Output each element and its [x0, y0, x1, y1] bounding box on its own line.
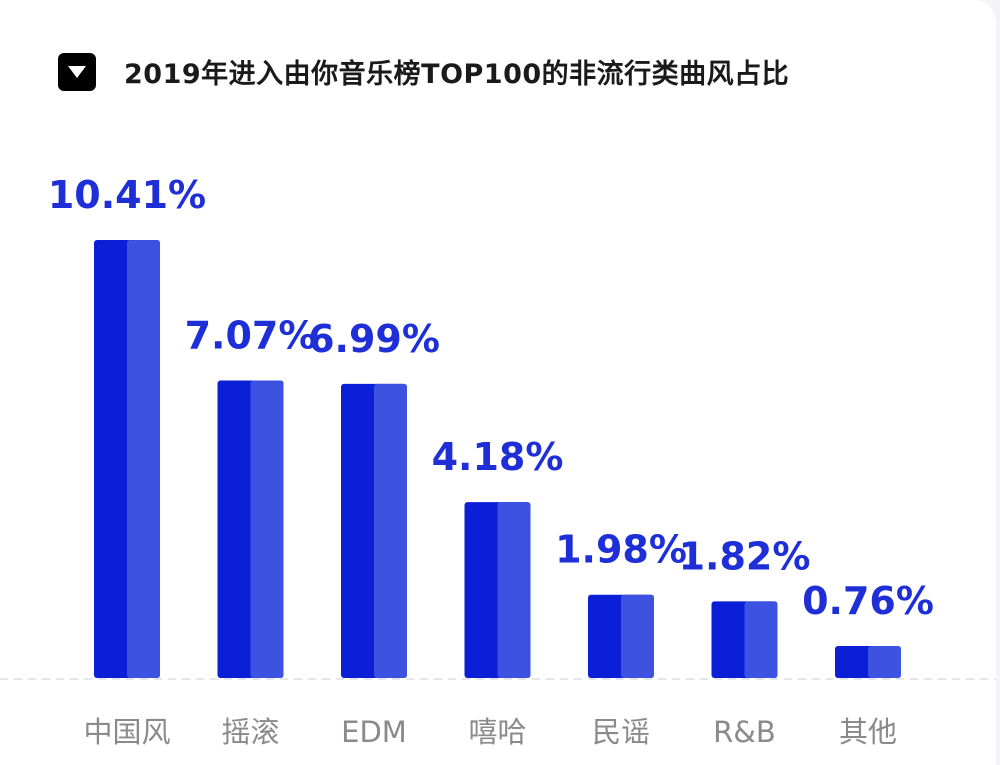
bar-2: [217, 380, 284, 678]
bar-right-half: [374, 383, 407, 678]
bar-7: [835, 646, 901, 678]
bar-right-half: [621, 594, 654, 678]
category-label: EDM: [341, 715, 407, 749]
category-label: 摇滚: [221, 715, 279, 749]
collapse-toggle-button[interactable]: [58, 52, 96, 91]
chart-title: 2019年进入由你音乐榜TOP100的非流行类曲风占比: [124, 59, 790, 90]
bar-right-half: [127, 240, 160, 678]
bar-5: [588, 594, 654, 678]
category-label: 其他: [839, 715, 897, 749]
value-label: 10.41%: [48, 173, 206, 217]
bar-right-half: [497, 502, 531, 678]
value-label: 4.18%: [432, 435, 564, 479]
category-label: 中国风: [83, 715, 170, 749]
value-label: 1.98%: [555, 528, 687, 572]
bar-1: [94, 240, 160, 678]
value-label: 0.76%: [802, 579, 934, 623]
bar-6: [711, 601, 778, 678]
bar-3: [341, 383, 407, 678]
category-label: 民谣: [592, 715, 650, 749]
category-label: 嘻哈: [468, 715, 526, 749]
value-label: 7.07%: [185, 314, 317, 358]
value-label: 1.82%: [679, 534, 811, 578]
chart-header: 2019年进入由你音乐榜TOP100的非流行类曲风占比: [58, 52, 789, 91]
bar-right-half: [250, 380, 284, 678]
bar-right-half: [744, 601, 778, 678]
bar-4: [464, 502, 531, 678]
triangle-down-icon: [68, 65, 86, 78]
bar-right-half: [868, 646, 901, 678]
value-label: 6.99%: [308, 317, 440, 361]
category-label: R&B: [713, 715, 776, 749]
